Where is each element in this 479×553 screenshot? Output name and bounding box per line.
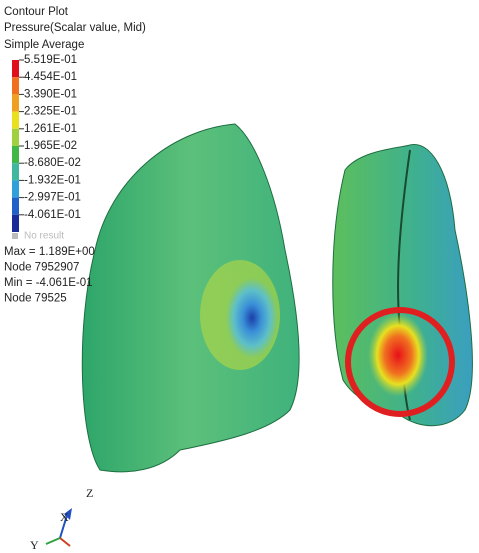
legend-title: Contour Plot xyxy=(4,6,69,18)
right-hot-zone xyxy=(368,313,428,397)
highlight-circle xyxy=(345,307,455,417)
legend-level: -4.061E-01 xyxy=(24,209,81,221)
legend-swatch xyxy=(12,128,19,146)
legend-title: Pressure(Scalar value, Mid) xyxy=(4,22,146,34)
legend-title: Simple Average xyxy=(4,39,84,51)
legend-swatch xyxy=(12,94,19,112)
triad-label: X xyxy=(60,510,69,524)
legend-swatch xyxy=(12,60,19,78)
no-result-swatch xyxy=(12,233,18,239)
legend-level: -8.680E-02 xyxy=(24,157,81,169)
legend-level: 5.519E-01 xyxy=(24,54,77,66)
legend-level: 4.454E-01 xyxy=(24,71,77,83)
legend-level: 3.390E-01 xyxy=(24,88,77,100)
triad-label: Y xyxy=(30,538,39,552)
no-result: No result xyxy=(24,231,64,242)
y-axis xyxy=(45,537,61,545)
legend-swatch xyxy=(12,163,19,181)
legend-level: -2.997E-01 xyxy=(24,192,81,204)
legend-swatch xyxy=(12,146,19,164)
legend-swatch xyxy=(12,111,19,129)
legend: Contour Plot Pressure(Scalar value, Mid)… xyxy=(4,6,146,305)
left-blue-zone xyxy=(226,278,278,358)
z-arrow xyxy=(64,508,72,520)
triad-label: Z xyxy=(86,486,93,500)
x-axis xyxy=(59,537,71,547)
legend-level: 2.325E-01 xyxy=(24,106,77,118)
legend-swatch xyxy=(12,197,19,215)
legend-swatch xyxy=(12,180,19,198)
stat-line: Max = 1.189E+00 xyxy=(4,246,95,258)
stat-line: Min = -4.061E-01 xyxy=(4,277,93,289)
stat-line: Node 79525 xyxy=(4,293,67,305)
legend-swatch xyxy=(12,77,19,95)
legend-level: 1.261E-01 xyxy=(24,123,77,135)
stat-line: Node 7952907 xyxy=(4,262,79,274)
legend-swatch xyxy=(12,214,19,232)
axis-triad: Z X Y xyxy=(30,486,93,552)
legend-level: 1.965E-02 xyxy=(24,140,77,152)
legend-level: -1.932E-01 xyxy=(24,174,81,186)
right-lobe xyxy=(332,144,473,427)
left-lobe xyxy=(81,123,300,473)
